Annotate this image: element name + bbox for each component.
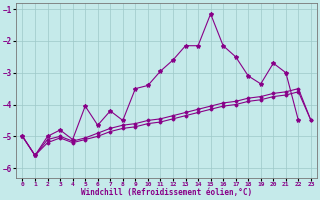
X-axis label: Windchill (Refroidissement éolien,°C): Windchill (Refroidissement éolien,°C) [81, 188, 252, 197]
